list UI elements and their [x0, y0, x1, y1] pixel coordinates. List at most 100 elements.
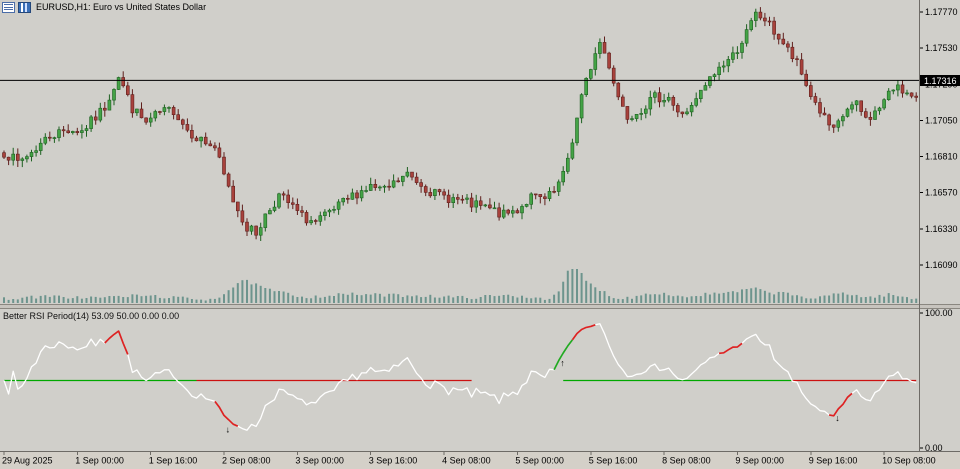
volume-bar — [690, 296, 693, 303]
chart-icon[interactable] — [18, 1, 31, 13]
candle-body — [808, 85, 813, 97]
volume-bar — [718, 293, 721, 303]
candle-body — [584, 78, 589, 96]
candle-body — [478, 200, 483, 206]
candle-body — [643, 108, 648, 114]
candle-body — [488, 204, 492, 209]
volume-bar — [223, 294, 225, 303]
volume-bar — [511, 296, 514, 303]
volume-bar — [553, 294, 556, 303]
volume-bar — [461, 295, 464, 303]
time-axis[interactable]: 29 Aug 2025 1 Sep 00:00 1 Sep 16:00 2 Sep 0… — [0, 451, 960, 469]
price-label: 1.17770 — [925, 7, 958, 17]
candle-body — [181, 119, 185, 125]
volume-bar — [378, 293, 381, 303]
volume-bar — [603, 291, 606, 303]
candle-body — [336, 201, 341, 210]
candle-body — [304, 212, 309, 224]
window-menu-icon[interactable] — [2, 1, 15, 13]
volume-bar — [475, 298, 478, 303]
signal-arrow-icon: ↑ — [560, 358, 565, 368]
volume-bar — [53, 295, 56, 303]
volume-bar — [236, 283, 239, 303]
volume-bar — [479, 297, 482, 303]
volume-bar — [310, 298, 313, 303]
candle-body — [116, 77, 121, 90]
volume-bar — [433, 297, 436, 303]
volume-bar — [612, 298, 615, 303]
candle-body — [442, 191, 446, 196]
volume-bar — [135, 294, 138, 303]
candle-body — [891, 89, 896, 92]
candle-body — [272, 206, 277, 211]
volume-bar — [786, 292, 789, 303]
candle-body — [653, 92, 657, 98]
candle-body — [460, 198, 465, 201]
candle-body — [15, 153, 20, 161]
candle-body — [630, 118, 634, 120]
time-label: 5 Sep 16:00 — [589, 456, 638, 466]
volume-bar — [85, 298, 88, 303]
time-label: 9 Sep 16:00 — [809, 456, 858, 466]
volume-bar — [466, 298, 468, 303]
volume-bar — [333, 296, 335, 303]
candle-body — [38, 142, 43, 151]
volume-bar — [589, 283, 592, 303]
candle-body — [717, 66, 721, 75]
volume-bar — [25, 296, 28, 303]
volume-bar — [287, 292, 290, 303]
candle-body — [873, 110, 877, 120]
volume-bar — [360, 295, 363, 303]
volume-bar — [869, 296, 872, 303]
volume-bar — [663, 292, 666, 303]
volume-bar — [452, 297, 455, 303]
volume-bar — [356, 294, 358, 303]
candle-body — [222, 156, 226, 175]
candle-body — [451, 197, 456, 203]
volume-bar — [447, 295, 450, 303]
candle-body — [423, 186, 428, 193]
bid-price-label: 1.17316 — [924, 76, 957, 86]
candle-body — [446, 194, 451, 204]
candle-body — [735, 52, 740, 54]
volume-bar — [181, 296, 184, 303]
candle-body — [547, 191, 552, 199]
candle-body — [254, 225, 258, 236]
volume-bar — [351, 292, 354, 303]
time-label: 1 Sep 16:00 — [149, 456, 198, 466]
candle-body — [648, 97, 653, 110]
candle-body — [657, 92, 662, 103]
candle-body — [327, 209, 332, 213]
candle-body — [506, 209, 511, 214]
candle-body — [245, 221, 249, 232]
candle-body — [905, 92, 909, 95]
volume-bar — [534, 297, 537, 303]
candle-body — [474, 200, 479, 208]
volume-bar — [250, 284, 253, 303]
time-label: 9 Sep 00:00 — [735, 456, 784, 466]
price-label: 1.16090 — [925, 260, 958, 270]
volume-bar — [676, 295, 679, 303]
volume-bar — [562, 281, 565, 303]
candle-body — [57, 129, 61, 138]
price-label: 1.17050 — [925, 115, 958, 125]
volume-bar — [397, 294, 400, 303]
splitter[interactable] — [0, 304, 960, 309]
price-scale[interactable]: 1.177701.175301.172901.170501.168101.165… — [919, 0, 960, 453]
candle-body — [126, 85, 130, 95]
volume-bar — [896, 296, 899, 303]
volume-bar — [626, 296, 629, 303]
volume-bar — [365, 294, 368, 303]
candle-body — [914, 95, 919, 98]
bid-price-box — [920, 74, 960, 86]
candle-body — [103, 107, 107, 111]
volume-bar — [30, 295, 33, 303]
volume-bar — [530, 298, 533, 303]
candle-body — [744, 29, 749, 44]
volume-bar — [314, 295, 317, 303]
candle-body — [2, 152, 6, 158]
volume-bar — [617, 298, 620, 303]
candle-body — [533, 193, 538, 196]
candle-body — [492, 207, 497, 210]
